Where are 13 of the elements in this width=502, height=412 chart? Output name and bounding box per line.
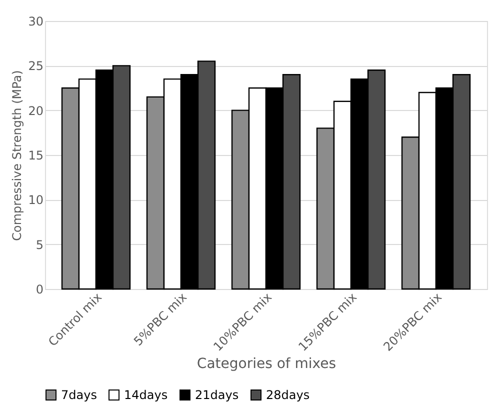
legend-label: 14days — [124, 388, 168, 402]
y-tick-label: 30 — [28, 14, 44, 28]
y-tick-label: 15 — [28, 148, 44, 162]
y-tick-label: 25 — [28, 59, 44, 74]
y-tick-label: 20 — [28, 104, 44, 118]
y-tick-label: 10 — [28, 193, 44, 208]
x-axis-title: Categories of mixes — [196, 356, 336, 372]
legend-label: 28days — [266, 388, 310, 402]
y-tick-label: 5 — [36, 238, 44, 252]
legend-label: 21days — [195, 388, 239, 402]
y-axis-title: Compressive Strength (MPa) — [10, 70, 24, 241]
y-tick-label: 0 — [36, 282, 44, 296]
legend-label: 7days — [61, 388, 97, 402]
